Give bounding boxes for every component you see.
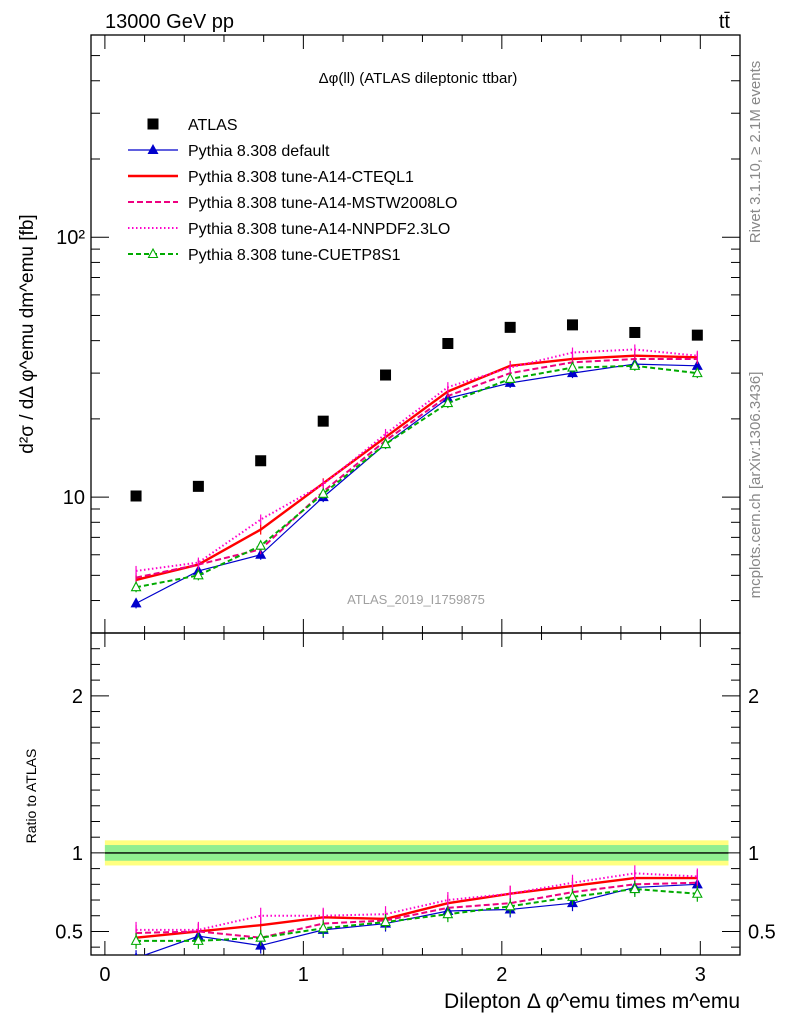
series-point bbox=[691, 359, 703, 370]
data-point bbox=[504, 321, 516, 333]
ratio-point bbox=[380, 915, 391, 927]
series-point bbox=[442, 396, 454, 408]
ratio-tick-label: 1 bbox=[72, 843, 83, 865]
y-axis-label: d²σ / dΔ φ^emu dm^emu [fb] bbox=[17, 214, 38, 453]
series-point bbox=[567, 361, 578, 372]
series-point bbox=[380, 437, 391, 449]
ratio-series-line bbox=[136, 888, 698, 942]
ratio-point bbox=[192, 934, 204, 945]
ratio-tick-label: 0.5 bbox=[55, 921, 83, 943]
x-tick-label: 3 bbox=[695, 964, 706, 986]
ratio-point bbox=[691, 887, 703, 898]
ratio-point bbox=[130, 934, 142, 945]
series-point bbox=[130, 597, 142, 608]
chart-title: Δφ(ll) (ATLAS dileptonic ttbar) bbox=[319, 70, 518, 87]
series-point bbox=[130, 581, 142, 592]
data-point bbox=[442, 338, 454, 350]
ratio-tick-label-right: 2 bbox=[748, 686, 759, 708]
series-line bbox=[135, 354, 698, 582]
data-point bbox=[629, 326, 641, 338]
series-line bbox=[135, 363, 698, 604]
data-point bbox=[691, 329, 703, 341]
ratio-frame bbox=[90, 632, 741, 956]
data-point bbox=[317, 415, 329, 427]
legend: ATLAS Pythia 8.308 default Pythia 8.308 tu… bbox=[128, 117, 457, 264]
ratio-tick-label: 2 bbox=[72, 686, 83, 708]
series-point bbox=[192, 569, 204, 580]
ratio-point bbox=[567, 890, 578, 901]
ratio-series-line bbox=[136, 881, 698, 939]
header-process: tt̄ bbox=[719, 11, 731, 33]
legend-label: Pythia 8.308 tune-A14-MSTW2008LO bbox=[188, 195, 457, 212]
mcplots-label: mcplots.cern.ch [arXiv:1306.3436] bbox=[747, 372, 764, 599]
rivet-label: Rivet 3.1.10, ≥ 2.1M events bbox=[747, 61, 764, 244]
analysis-watermark: ATLAS_2019_I1759875 bbox=[347, 592, 485, 607]
legend-label: Pythia 8.308 default bbox=[188, 143, 330, 160]
series-point bbox=[255, 539, 267, 550]
x-axis-label: Dilepton Δ φ^emu times m^emu bbox=[444, 990, 740, 1013]
data-point bbox=[380, 369, 392, 381]
series-point bbox=[317, 487, 329, 498]
series-point bbox=[504, 372, 516, 383]
series-point bbox=[691, 366, 703, 378]
data-point bbox=[130, 490, 142, 502]
ratio-point bbox=[317, 922, 329, 933]
ratio-series-group bbox=[130, 865, 703, 955]
ratio-tick-label-right: 1 bbox=[748, 843, 759, 865]
legend-label: Pythia 8.308 tune-A14-NNPDF2.3LO bbox=[188, 221, 450, 238]
legend-label-atlas: ATLAS bbox=[188, 117, 238, 134]
legend-marker-atlas bbox=[147, 118, 159, 130]
data-point bbox=[255, 455, 267, 467]
main-plot: 10 10² bbox=[56, 34, 741, 634]
header-energy: 13000 GeV pp bbox=[105, 11, 234, 33]
ratio-plot: 0 1 2 3 0.5 0.5 1 1 2 2 bbox=[55, 632, 776, 986]
y-tick-label: 10 bbox=[63, 487, 85, 509]
y-tick-label: 10² bbox=[56, 227, 85, 249]
legend-marker bbox=[147, 247, 159, 259]
ratio-series-line bbox=[136, 872, 698, 931]
ratio-point bbox=[255, 931, 267, 942]
ratio-point bbox=[504, 900, 516, 911]
ratio-y-axis-label: Ratio to ATLAS bbox=[23, 749, 39, 844]
ratio-series-line bbox=[143, 883, 698, 955]
legend-label: Pythia 8.308 tune-CUETP8S1 bbox=[188, 247, 401, 264]
x-tick-label: 0 bbox=[99, 964, 110, 986]
ratio-point bbox=[629, 882, 641, 894]
data-point bbox=[566, 319, 578, 331]
series-line bbox=[135, 357, 698, 579]
x-tick-label: 2 bbox=[496, 964, 507, 986]
ratio-point bbox=[134, 952, 138, 955]
ratio-tick-label-right: 0.5 bbox=[748, 921, 776, 943]
series-point bbox=[629, 359, 641, 370]
legend-label: Pythia 8.308 tune-A14-CTEQL1 bbox=[188, 169, 414, 186]
series-line bbox=[135, 364, 698, 589]
series-line bbox=[135, 348, 698, 572]
x-tick-label: 1 bbox=[298, 964, 309, 986]
ratio-series-line bbox=[135, 876, 698, 939]
legend-marker bbox=[147, 144, 159, 154]
ratio-point bbox=[442, 907, 454, 919]
data-point bbox=[192, 480, 204, 492]
